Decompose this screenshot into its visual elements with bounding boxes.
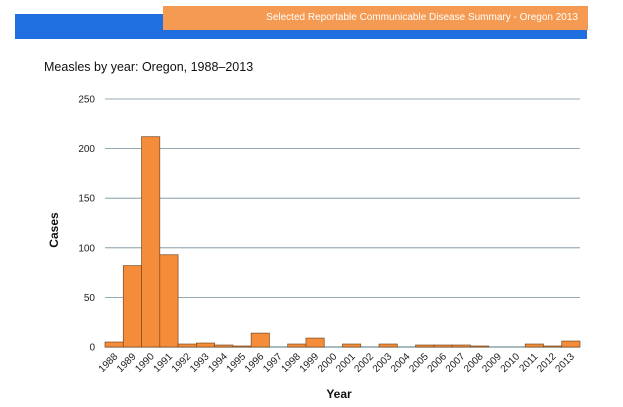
- bar-1991: [159, 254, 179, 348]
- header-banner: Selected Reportable Communicable Disease…: [163, 6, 588, 30]
- x-tick-label: 1998: [279, 351, 303, 375]
- bar-1996: [250, 332, 270, 348]
- bar-2005: [415, 344, 435, 348]
- x-tick-label: 2004: [389, 351, 413, 375]
- bar-1988: [104, 341, 124, 348]
- y-axis-title: Cases: [47, 212, 61, 248]
- x-tick-label: 1988: [97, 351, 121, 375]
- y-tick-label: 200: [78, 144, 95, 155]
- y-tick-label: 150: [78, 194, 95, 205]
- x-tick-label: 1996: [243, 351, 267, 375]
- x-tick-label: 1993: [188, 351, 212, 375]
- x-tick-label: 2008: [462, 351, 486, 375]
- bar-2001: [342, 343, 362, 348]
- bar-1999: [305, 337, 325, 348]
- y-tick-label: 50: [84, 293, 96, 304]
- bar-2007: [451, 344, 471, 348]
- x-tick-label: 2007: [444, 351, 468, 375]
- x-tick-label: 2011: [517, 351, 540, 374]
- x-tick-label: 2005: [407, 351, 431, 375]
- x-tick-label: 1999: [298, 351, 322, 375]
- bar-1989: [122, 265, 142, 348]
- x-tick-label: 2009: [480, 351, 504, 375]
- x-tick-label: 2002: [353, 351, 377, 375]
- x-tick-label: 1995: [225, 351, 249, 375]
- bar-2013: [561, 340, 581, 348]
- y-tick-label: 250: [78, 95, 95, 106]
- x-tick-label: 2003: [371, 351, 395, 375]
- bar-2008: [470, 345, 490, 348]
- bar-1995: [232, 345, 252, 348]
- bar-2012: [543, 345, 563, 348]
- x-tick-label: 2006: [426, 351, 450, 375]
- x-tick-label: 2010: [499, 351, 523, 375]
- chart-title: Measles by year: Oregon, 1988–2013: [44, 60, 254, 74]
- x-tick-label: 1991: [152, 351, 176, 375]
- y-tick-label: 100: [78, 243, 95, 254]
- x-tick-label: 2000: [316, 351, 340, 375]
- bar-1993: [195, 342, 215, 348]
- y-tick-labels: 0 50 100 150 200 250: [78, 95, 95, 354]
- x-tick-label: 2013: [553, 351, 577, 375]
- x-tick-label: 2001: [334, 351, 358, 375]
- x-tick-label: 2012: [535, 351, 559, 375]
- bar-1990: [141, 136, 161, 348]
- bar-2003: [378, 343, 398, 348]
- x-tick-label: 1992: [170, 351, 194, 375]
- bar-1994: [214, 344, 234, 348]
- x-tick-label: 1997: [261, 351, 285, 375]
- bar-1998: [287, 343, 307, 348]
- x-tick-label: 1990: [133, 351, 157, 375]
- bar-1992: [177, 343, 197, 348]
- x-axis-title: Year: [326, 387, 352, 401]
- x-tick-label: 1994: [206, 351, 230, 375]
- bar-2006: [433, 344, 453, 348]
- x-tick-labels: 1988198919901991199219931994199519961997…: [97, 351, 578, 375]
- bar-2011: [524, 343, 544, 348]
- x-tick-label: 1989: [115, 351, 139, 375]
- y-tick-label: 0: [89, 343, 95, 354]
- bars: [104, 136, 581, 348]
